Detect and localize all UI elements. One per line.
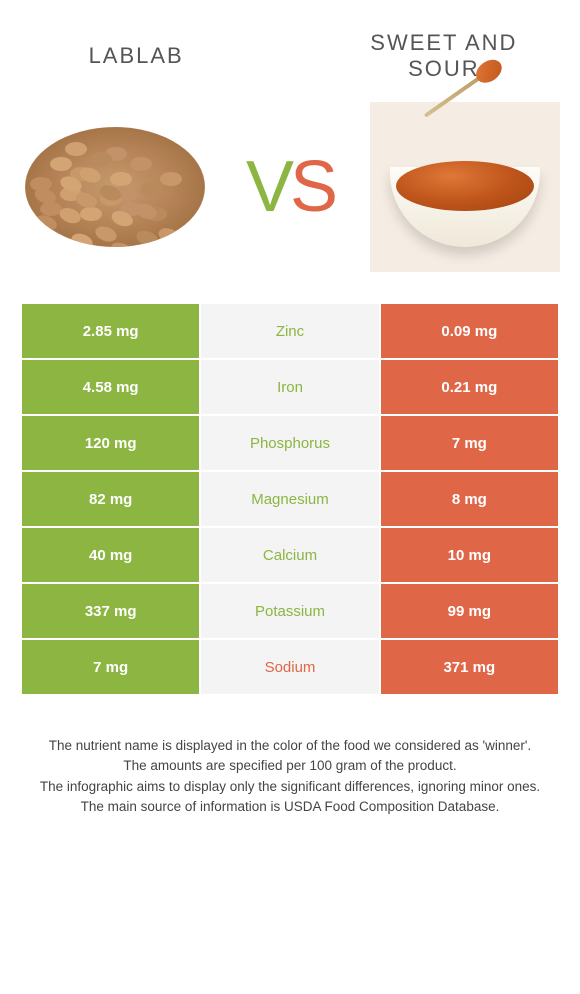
footer-notes: The nutrient name is displayed in the co… <box>0 696 580 817</box>
nutrient-value-left: 337 mg <box>21 583 200 639</box>
infographic-container: LABLAB SWEET AND SOUR VS 2.85 mgZinc0.09… <box>0 0 580 817</box>
nutrient-name: Calcium <box>200 527 379 583</box>
footer-line-1: The nutrient name is displayed in the co… <box>30 736 550 756</box>
nutrient-value-right: 0.21 mg <box>380 359 559 415</box>
vs-letter-s: S <box>290 147 334 227</box>
beans-illustration <box>25 127 205 247</box>
nutrient-value-left: 40 mg <box>21 527 200 583</box>
bowl-icon <box>390 167 540 247</box>
nutrient-name: Phosphorus <box>200 415 379 471</box>
nutrient-value-right: 8 mg <box>380 471 559 527</box>
nutrient-row: 2.85 mgZinc0.09 mg <box>21 303 559 359</box>
images-row: VS <box>0 92 580 302</box>
nutrient-table: 2.85 mgZinc0.09 mg4.58 mgIron0.21 mg120 … <box>20 302 560 696</box>
nutrient-value-right: 371 mg <box>380 639 559 695</box>
footer-line-4: The main source of information is USDA F… <box>30 797 550 817</box>
food-image-left <box>20 102 210 272</box>
nutrient-row: 82 mgMagnesium8 mg <box>21 471 559 527</box>
nutrient-name: Iron <box>200 359 379 415</box>
nutrient-row: 337 mgPotassium99 mg <box>21 583 559 639</box>
nutrient-value-right: 7 mg <box>380 415 559 471</box>
nutrient-name: Magnesium <box>200 471 379 527</box>
nutrient-value-left: 120 mg <box>21 415 200 471</box>
nutrient-name: Zinc <box>200 303 379 359</box>
vs-letter-v: V <box>246 147 290 227</box>
nutrient-name: Sodium <box>200 639 379 695</box>
nutrient-value-right: 0.09 mg <box>380 303 559 359</box>
nutrient-value-right: 10 mg <box>380 527 559 583</box>
sauce-illustration <box>370 102 560 272</box>
nutrient-value-left: 7 mg <box>21 639 200 695</box>
footer-line-2: The amounts are specified per 100 gram o… <box>30 756 550 776</box>
nutrient-value-left: 82 mg <box>21 471 200 527</box>
nutrient-name: Potassium <box>200 583 379 639</box>
food-title-right: SWEET AND SOUR <box>348 30 540 82</box>
food-image-right <box>370 102 560 272</box>
nutrient-value-right: 99 mg <box>380 583 559 639</box>
food-title-left: LABLAB <box>40 43 232 69</box>
nutrient-value-left: 2.85 mg <box>21 303 200 359</box>
nutrient-value-left: 4.58 mg <box>21 359 200 415</box>
vs-label: VS <box>246 146 334 228</box>
nutrient-row: 4.58 mgIron0.21 mg <box>21 359 559 415</box>
nutrient-row: 120 mgPhosphorus7 mg <box>21 415 559 471</box>
nutrient-row: 7 mgSodium371 mg <box>21 639 559 695</box>
nutrient-row: 40 mgCalcium10 mg <box>21 527 559 583</box>
footer-line-3: The infographic aims to display only the… <box>30 777 550 797</box>
